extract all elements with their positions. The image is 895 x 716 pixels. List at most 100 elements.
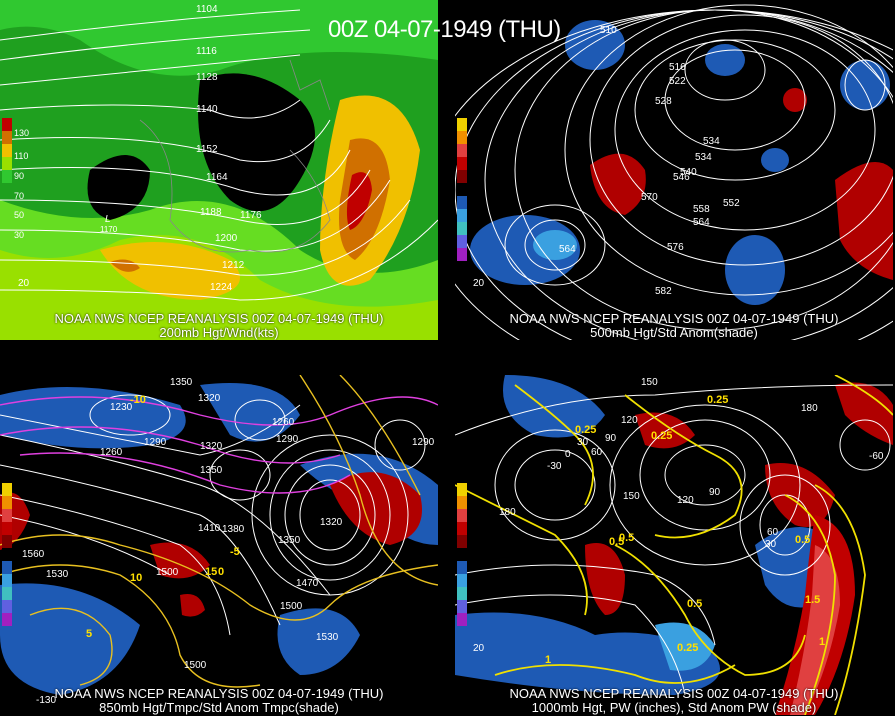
contour-label: 1200 [215, 233, 238, 244]
contour-label: 120 [677, 495, 694, 506]
color-legend [2, 483, 14, 626]
temp-contours-cold [0, 396, 438, 494]
contour-label: 1500 [280, 601, 303, 612]
contour-label: -60 [869, 451, 884, 462]
contour-label: 60 [591, 447, 603, 458]
contour-label: 546 [673, 172, 690, 183]
low-pressure-marker: L [105, 214, 111, 225]
corner-label: 20 [473, 643, 485, 654]
contour-label: 1410 [198, 523, 221, 534]
height-contours [0, 9, 438, 301]
panel-caption-line2: 500mb Hgt/Std Anom(shade) [590, 325, 758, 340]
contour-label: 1500 [156, 567, 179, 578]
legend-label: 90 [14, 171, 25, 181]
contour-label: 1290 [412, 437, 435, 448]
color-legend [457, 118, 469, 261]
temp-label: 5 [86, 628, 92, 640]
precipitable-water-contours [455, 375, 893, 715]
contour-label: 564 [559, 244, 576, 255]
corner-label: 20 [473, 278, 485, 289]
legend-label: 130 [14, 128, 30, 138]
legend-label: 70 [14, 191, 25, 201]
contour-label: 1170 [100, 225, 118, 234]
corner-label: 20 [18, 278, 30, 289]
map-500mb: 510 516 522 528 534 534 540 546 552 558 … [455, 0, 893, 340]
panel-caption-line2: 850mb Hgt/Tmpc/Std Anom Tmpc(shade) [99, 700, 339, 715]
temp-label: -5 [230, 546, 240, 558]
contour-label: 1320 [320, 517, 343, 528]
contour-label: 570 [641, 192, 658, 203]
map-200mb: 1104 1116 1128 1140 1152 1164 1188 1176 … [0, 0, 438, 340]
color-legend [457, 483, 469, 626]
contour-label: 30 [577, 437, 589, 448]
contour-label: 1212 [222, 260, 245, 271]
contour-label: 558 [693, 204, 710, 215]
contour-label: 1290 [144, 437, 167, 448]
contour-label: 1350 [200, 465, 223, 476]
pw-label: 0.5 [687, 598, 702, 610]
temp-label: 15 [205, 566, 217, 578]
pw-label: 0.25 [677, 642, 698, 654]
contour-label: 1152 [196, 144, 218, 155]
legend-label: 110 [14, 151, 29, 161]
panel-1000mb: 150 120 90 60 30 0 -30 180 150 120 90 60… [455, 375, 893, 715]
contour-label: 1350 [278, 535, 301, 546]
pw-label: 0.25 [575, 424, 596, 436]
coastlines [139, 59, 331, 253]
contour-label: 564 [693, 217, 710, 228]
map-850mb: 1350 1320 1290 1260 1230 1350 1320 1290 … [0, 375, 438, 715]
contour-label: 534 [695, 152, 712, 163]
contour-label: 1560 [22, 549, 45, 560]
contour-label: 1500 [184, 660, 207, 671]
contour-label: 180 [801, 403, 818, 414]
height-contours [455, 4, 893, 340]
contour-label: 1140 [196, 104, 218, 115]
contour-label: 1176 [240, 210, 262, 221]
contour-label: 1104 [196, 4, 218, 15]
contour-label: 516 [669, 62, 686, 73]
pw-label: 1 [545, 654, 551, 666]
contour-label: 1530 [46, 569, 69, 580]
temp-label: 10 [130, 572, 142, 584]
height-contours [0, 394, 426, 636]
color-legend [2, 118, 14, 196]
temp-label: -10 [130, 394, 146, 406]
panel-850mb: 1350 1320 1290 1260 1230 1350 1320 1290 … [0, 375, 438, 715]
contour-label: 540 [680, 167, 697, 178]
main-title: 00Z 04-07-1949 (THU) [328, 16, 561, 43]
contour-label: 534 [703, 136, 720, 147]
panel-caption-line1: NOAA NWS NCEP REANALYSIS 00Z 04-07-1949 … [54, 686, 384, 701]
contour-label: 1224 [210, 282, 233, 293]
panel-caption-line2: 200mb Hgt/Wnd(kts) [159, 325, 279, 340]
pw-label: 0.25 [707, 394, 728, 406]
contour-label: 576 [667, 242, 684, 253]
panel-caption-line1: NOAA NWS NCEP REANALYSIS 00Z 04-07-1949 … [509, 311, 839, 326]
contour-label: 510 [600, 25, 617, 36]
pw-label: 0.5 [609, 536, 624, 548]
contour-label: 150 [641, 377, 658, 388]
contour-label: 90 [709, 487, 721, 498]
contour-label: 1470 [296, 578, 319, 589]
contour-label: 552 [723, 198, 740, 209]
contour-label: 522 [669, 76, 686, 87]
contour-label: 1128 [196, 72, 218, 83]
contour-label: 30 [765, 539, 777, 550]
temp-contours-warm [0, 375, 438, 688]
contour-label: 582 [655, 286, 672, 297]
contour-label: 1230 [110, 402, 133, 413]
panel-500mb: 510 516 522 528 534 534 540 546 552 558 … [455, 0, 893, 340]
contour-label: 1530 [316, 632, 339, 643]
contour-label: 1380 [222, 524, 245, 535]
pw-label: 1.5 [805, 594, 820, 606]
panel-caption-line2: 1000mb Hgt, PW (inches), Std Anom PW (sh… [531, 700, 817, 715]
contour-label: 1188 [200, 207, 222, 218]
pw-label: 0.5 [619, 532, 634, 544]
contour-label: 1164 [206, 172, 228, 183]
legend-label: 50 [14, 210, 25, 220]
contour-label: 60 [767, 527, 779, 538]
contour-label: -30 [547, 461, 562, 472]
height-contours [455, 384, 893, 696]
pw-label: 0.5 [795, 534, 810, 546]
contour-label: 1260 [272, 417, 295, 428]
contour-label: 0 [565, 449, 571, 460]
